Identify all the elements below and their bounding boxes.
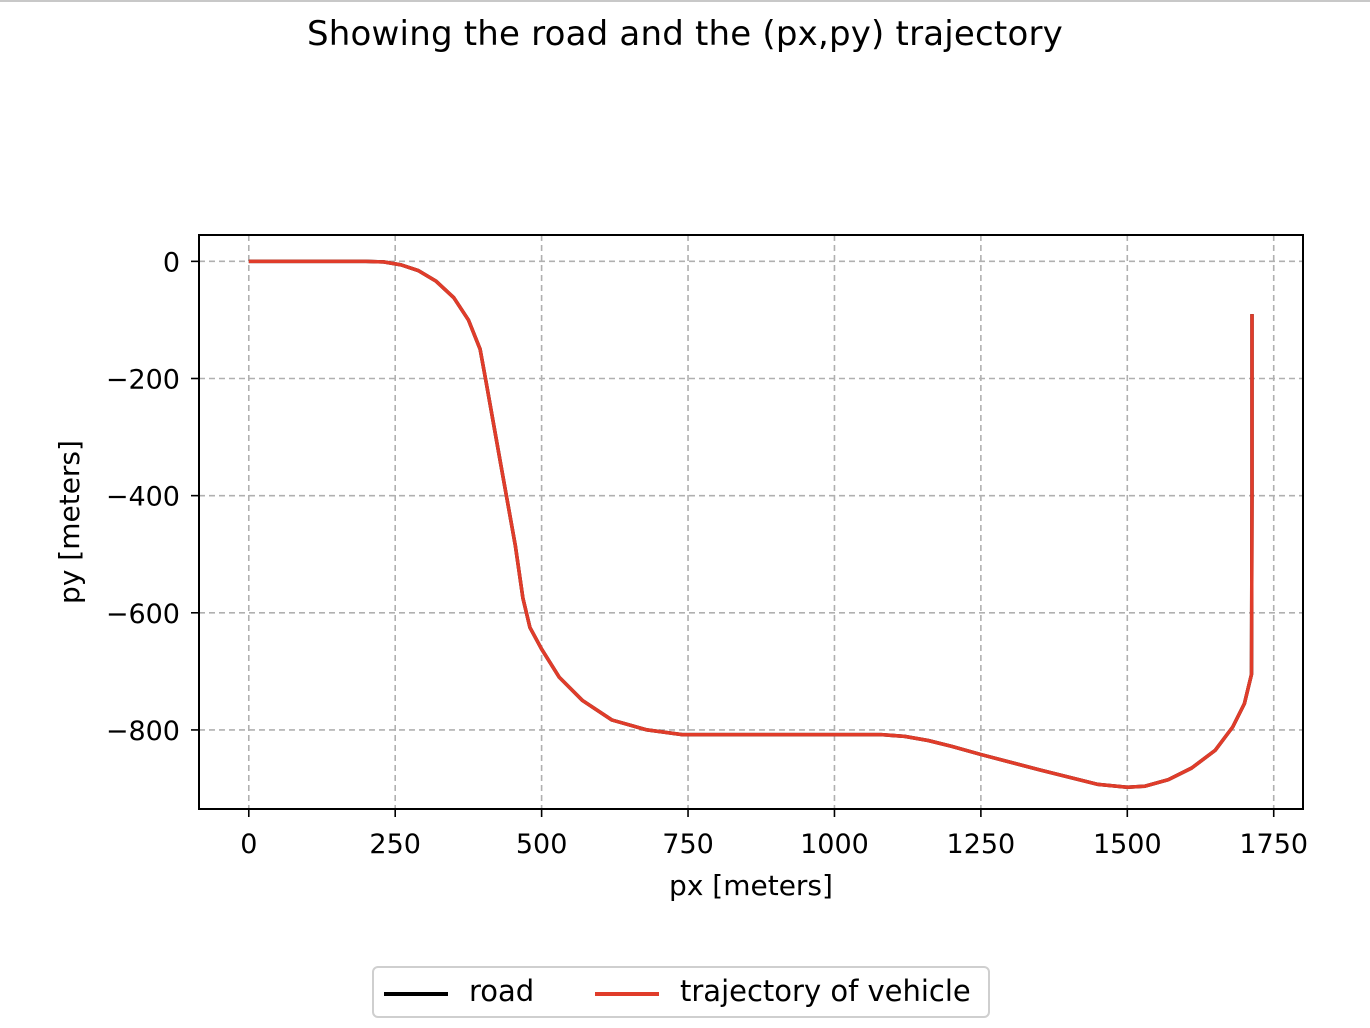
axis-ticks: 0 250 500 750 1000 1250 1500 1750 0 −200 −400 −600 −… — [106, 247, 1308, 860]
legend-road-line — [384, 992, 448, 996]
x-tick-label: 500 — [516, 829, 568, 860]
x-tick-label: 1250 — [947, 829, 1016, 860]
y-tick-label: −600 — [106, 599, 180, 630]
legend-trajectory-line — [595, 992, 659, 996]
y-tick-label: −200 — [106, 365, 180, 396]
x-tick-label: 1000 — [800, 829, 869, 860]
series-lines — [248, 259, 1254, 790]
grid-lines — [199, 235, 1303, 809]
y-axis-label: py [meters] — [53, 440, 86, 604]
chart-title: Showing the road and the (px,py) traject… — [307, 14, 1063, 54]
road-line — [248, 259, 1254, 790]
trajectory-line — [248, 259, 1254, 790]
x-tick-label: 1500 — [1093, 829, 1162, 860]
y-tick-label: 0 — [163, 247, 180, 278]
y-tick-label: −400 — [106, 482, 180, 513]
x-tick-label: 0 — [240, 829, 257, 860]
x-axis-label: px [meters] — [669, 869, 833, 902]
x-tick-label: 1750 — [1239, 829, 1308, 860]
plot-area-frame — [198, 234, 1304, 810]
legend-road-label: road — [469, 974, 535, 1008]
legend-trajectory-label: trajectory of vehicle — [680, 974, 971, 1008]
top-border-line — [0, 0, 1370, 2]
x-tick-label: 750 — [662, 829, 714, 860]
y-tick-label: −800 — [106, 716, 180, 747]
legend: road trajectory of vehicle — [372, 966, 990, 1018]
x-tick-label: 250 — [369, 829, 421, 860]
